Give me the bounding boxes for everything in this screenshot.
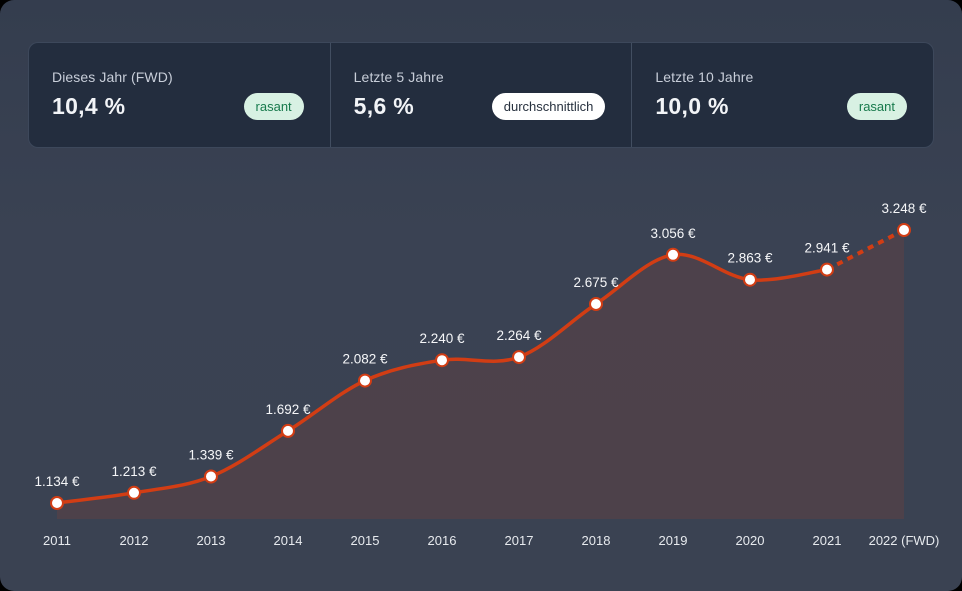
point-value-label: 2.941 € [804,241,850,256]
stat-value-this-year: 10,4 % [52,93,126,119]
data-point-2014[interactable] [281,423,295,438]
x-axis-label: 2016 [428,533,457,548]
stat-card-5-years: Letzte 5 Jahre 5,6 % durchschnittlich [329,43,632,147]
status-badge-10-years: rasant [846,93,908,120]
stat-card-this-year: Dieses Jahr (FWD) 10,4 % rasant [29,43,330,147]
point-value-label: 3.056 € [650,226,696,241]
data-point-2020[interactable] [743,272,757,287]
data-point-2012[interactable] [127,485,141,500]
x-axis-label: 2022 (FWD) [869,533,940,548]
point-value-label: 2.675 € [573,275,619,290]
x-axis-label: 2015 [351,533,380,548]
data-point-2019[interactable] [666,247,680,262]
point-value-label: 2.264 € [496,328,542,343]
x-axis-label: 2014 [274,533,303,548]
point-value-label: 1.339 € [188,448,234,463]
x-axis-label: 2019 [659,533,688,548]
data-point-2021[interactable] [820,262,834,277]
x-axis-label: 2013 [197,533,226,548]
data-point-2017[interactable] [512,350,526,365]
x-axis-label: 2012 [120,533,149,548]
status-badge-5-years: durchschnittlich [491,93,606,120]
x-axis-label: 2017 [505,533,534,548]
stat-label-10-years: Letzte 10 Jahre [655,69,754,85]
stat-card-10-years: Letzte 10 Jahre 10,0 % rasant [631,43,933,147]
data-point-2011[interactable] [50,496,64,510]
point-value-label: 1.692 € [265,402,311,417]
data-point-2022 (FWD)[interactable] [897,223,911,237]
stats-panel: Dieses Jahr (FWD) 10,4 % rasant Letzte 5… [28,42,934,148]
data-point-2016[interactable] [435,353,449,368]
stat-value-10-years: 10,0 % [655,93,729,119]
x-axis-label: 2011 [43,533,71,548]
data-point-2013[interactable] [204,469,218,484]
x-axis-label: 2018 [582,533,611,548]
stat-label-5-years: Letzte 5 Jahre [353,69,444,85]
chart-line-forecast [826,228,905,272]
x-axis-label: 2020 [736,533,765,548]
point-value-label: 2.082 € [342,352,388,367]
stat-value-5-years: 5,6 % [353,93,414,119]
status-badge-this-year: rasant [243,93,304,120]
x-axis-label: 2021 [813,533,842,548]
data-point-2018[interactable] [589,297,603,311]
point-value-label: 1.213 € [111,464,157,479]
point-value-label: 2.863 € [727,251,773,266]
point-value-label: 3.248 € [881,201,927,216]
point-value-label: 2.240 € [419,331,465,346]
data-point-2015[interactable] [358,373,372,388]
chart-area-fill [57,230,904,519]
point-value-label: 1.134 € [34,474,80,489]
stat-label-this-year: Dieses Jahr (FWD) [52,69,173,85]
